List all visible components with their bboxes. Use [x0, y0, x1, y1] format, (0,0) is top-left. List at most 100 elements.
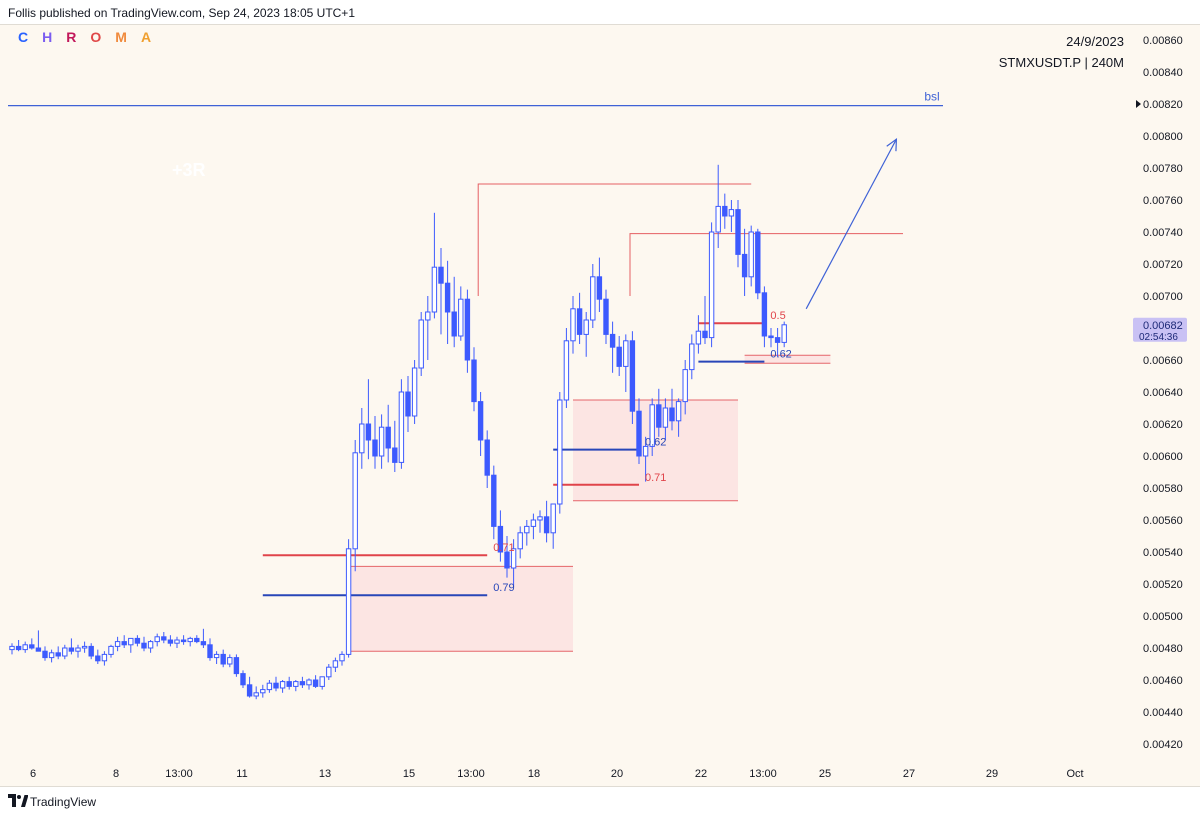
candle[interactable]	[675, 398, 682, 437]
candle[interactable]	[48, 649, 55, 663]
candle[interactable]	[748, 225, 754, 287]
candle[interactable]	[95, 649, 101, 664]
candle[interactable]	[583, 312, 589, 357]
candles-layer[interactable]	[9, 164, 787, 700]
candle[interactable]	[768, 328, 774, 348]
candle[interactable]	[81, 641, 88, 653]
candle[interactable]	[372, 416, 378, 469]
candle[interactable]	[636, 398, 642, 464]
candle[interactable]	[550, 503, 556, 549]
candle[interactable]	[438, 248, 444, 335]
candle[interactable]	[557, 392, 563, 514]
candle[interactable]	[227, 654, 233, 668]
candle[interactable]	[642, 436, 649, 482]
candle[interactable]	[154, 633, 160, 647]
candle[interactable]	[319, 676, 325, 690]
candle[interactable]	[497, 510, 504, 562]
candle[interactable]	[781, 321, 787, 348]
candle[interactable]	[101, 651, 108, 666]
candle[interactable]	[35, 630, 42, 652]
candle[interactable]	[609, 321, 616, 373]
candle[interactable]	[306, 678, 312, 690]
candle[interactable]	[537, 510, 543, 533]
candle[interactable]	[167, 635, 174, 647]
candle[interactable]	[213, 651, 220, 664]
candle[interactable]	[194, 635, 200, 644]
candle[interactable]	[88, 643, 94, 660]
candle[interactable]	[180, 635, 187, 645]
candle[interactable]	[200, 628, 207, 648]
candle[interactable]	[141, 636, 147, 652]
candle[interactable]	[411, 360, 418, 424]
candle[interactable]	[755, 228, 761, 300]
candle[interactable]	[398, 379, 405, 469]
candle[interactable]	[352, 440, 358, 572]
candle[interactable]	[484, 430, 490, 488]
candle[interactable]	[240, 670, 246, 688]
candle[interactable]	[662, 398, 669, 440]
candle[interactable]	[68, 638, 75, 655]
candle[interactable]	[128, 637, 134, 653]
candle[interactable]	[689, 334, 695, 380]
candle[interactable]	[590, 264, 596, 328]
candle[interactable]	[293, 680, 299, 692]
candle[interactable]	[563, 328, 570, 408]
candle[interactable]	[174, 636, 180, 648]
candle[interactable]	[345, 539, 352, 658]
candle[interactable]	[246, 676, 253, 698]
candle[interactable]	[75, 644, 81, 658]
candle[interactable]	[431, 212, 438, 319]
candle[interactable]	[444, 260, 451, 344]
candle[interactable]	[279, 680, 286, 693]
candle[interactable]	[735, 200, 741, 268]
candle[interactable]	[15, 640, 22, 652]
candle[interactable]	[629, 331, 636, 424]
candle[interactable]	[570, 296, 576, 354]
candle[interactable]	[253, 686, 259, 700]
candle[interactable]	[266, 680, 273, 693]
candle[interactable]	[260, 684, 266, 698]
candle[interactable]	[715, 164, 721, 248]
candle[interactable]	[510, 539, 517, 588]
candle[interactable]	[312, 675, 319, 688]
candle[interactable]	[491, 465, 497, 540]
candle[interactable]	[471, 347, 477, 412]
candle[interactable]	[649, 398, 655, 456]
candle[interactable]	[187, 636, 193, 647]
candle[interactable]	[286, 676, 292, 690]
candle[interactable]	[504, 536, 510, 578]
candle[interactable]	[669, 388, 675, 431]
candle[interactable]	[359, 408, 365, 469]
candle[interactable]	[741, 228, 748, 296]
candle[interactable]	[207, 638, 213, 661]
candle[interactable]	[695, 315, 702, 354]
candle[interactable]	[365, 379, 372, 460]
candle[interactable]	[339, 651, 345, 666]
candle[interactable]	[405, 376, 411, 432]
candle[interactable]	[161, 632, 167, 644]
candle[interactable]	[728, 200, 735, 232]
candle[interactable]	[524, 520, 530, 546]
candle[interactable]	[530, 513, 537, 540]
candle[interactable]	[761, 286, 768, 348]
candle[interactable]	[451, 276, 457, 348]
candle[interactable]	[121, 635, 127, 648]
candle[interactable]	[543, 500, 550, 543]
candle[interactable]	[702, 296, 708, 344]
candle[interactable]	[656, 388, 662, 437]
candle[interactable]	[233, 654, 240, 677]
candle[interactable]	[477, 392, 484, 456]
candle[interactable]	[22, 641, 28, 653]
candle[interactable]	[378, 414, 385, 469]
candle[interactable]	[603, 289, 609, 344]
candle[interactable]	[29, 638, 35, 650]
candle[interactable]	[62, 644, 68, 660]
candle[interactable]	[774, 328, 781, 357]
candle[interactable]	[326, 664, 332, 680]
candle[interactable]	[108, 644, 114, 658]
candle[interactable]	[722, 193, 728, 229]
candle[interactable]	[616, 336, 622, 376]
candle[interactable]	[623, 334, 629, 392]
candle[interactable]	[385, 404, 391, 463]
